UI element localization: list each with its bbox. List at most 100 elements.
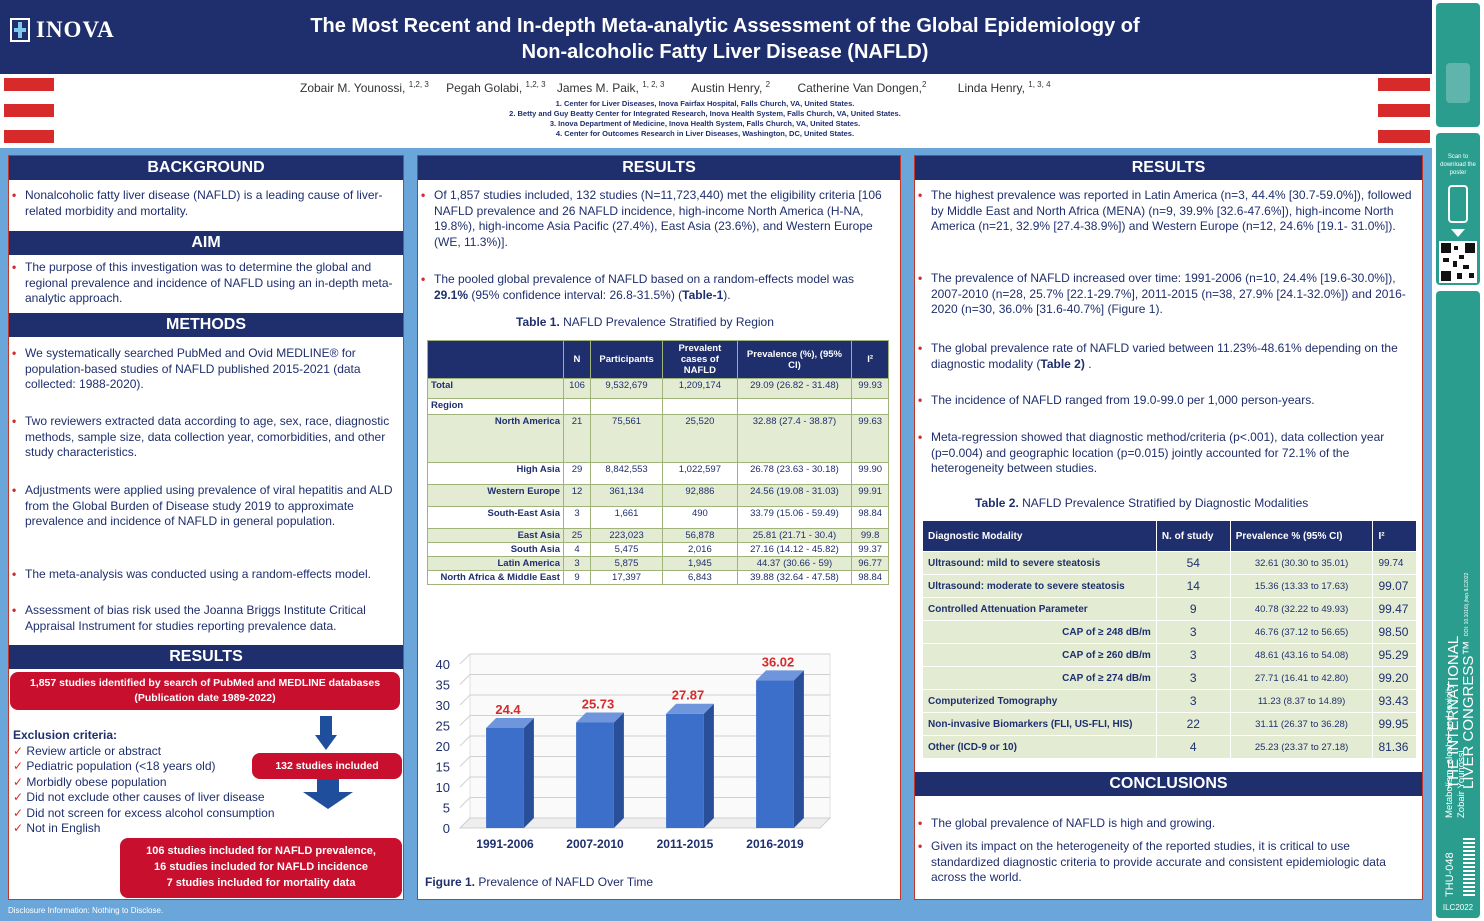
table-row: Other (ICD-9 or 10) 4 25.23 (23.37 to 27.1…: [922, 735, 1417, 759]
y-tick-label: 40: [436, 657, 450, 672]
check-icon: ✓: [13, 759, 24, 773]
bar: [666, 713, 704, 828]
gridline: [459, 674, 471, 685]
results-heading-middle: RESULTS: [418, 156, 900, 180]
table-row: South-East Asia 3 1,661 490 33.79 (15.06…: [427, 506, 889, 529]
table1-caption: Table 1. NAFLD Prevalence Stratified by …: [516, 315, 774, 329]
scan-text: Scan to download the poster: [1440, 154, 1476, 176]
aim-heading: AIM: [9, 231, 403, 255]
gridline: [459, 694, 471, 706]
check-icon: ✓: [13, 821, 24, 835]
x-category-label: 2016-2019: [746, 837, 804, 851]
porter-logo: [1446, 63, 1470, 103]
table-row: Ultrasound: moderate to severe steatosis…: [922, 574, 1417, 598]
conclusions-heading: CONCLUSIONS: [915, 772, 1422, 796]
results-heading-right: RESULTS: [915, 156, 1422, 180]
exclusion-item: ✓ Morbidly obese population: [13, 774, 167, 789]
background-heading: BACKGROUND: [9, 156, 403, 180]
table-row: Ultrasound: mild to severe steatosis 54 32…: [922, 551, 1417, 575]
bar-top: [486, 717, 534, 728]
inova-logo: INOVA: [10, 17, 115, 43]
search-box: 1,857 studies identified by search of Pu…: [10, 672, 400, 710]
exclusion-item: ✓ Did not exclude other causes of liver …: [13, 790, 265, 804]
down-arrow-icon: [1451, 229, 1465, 237]
qr-panel: Scan to download the poster: [1436, 133, 1480, 285]
affiliation: 4. Center for Outcomes Research in Liver…: [555, 129, 855, 138]
table-row: Region: [427, 398, 889, 415]
table-row: Latin America 3 5,875 1,945 44.37 (30.66…: [427, 556, 889, 571]
table-row: High Asia 29 8,842,553 1,022,597 26.78 (…: [427, 462, 889, 485]
red-stripe: [4, 78, 54, 91]
y-tick-label: 5: [443, 801, 450, 816]
author: Catherine Van Dongen,2: [797, 80, 927, 95]
gridline: [459, 776, 471, 788]
bar-value-label: 24.4: [495, 702, 521, 717]
results-bullet: The prevalence of NAFLD increased over t…: [918, 271, 1419, 318]
table-row: CAP of ≥ 248 dB/m 3 46.76 (37.12 to 56.65)…: [922, 620, 1417, 644]
author: Zobair M. Younossi, 1,2, 3: [300, 80, 429, 95]
red-stripe: [4, 130, 54, 143]
barcode: [1463, 836, 1475, 896]
bar: [576, 722, 614, 828]
qr-code: [1439, 241, 1477, 283]
bar: [756, 680, 794, 828]
phone-icon: [1448, 185, 1468, 223]
bar-value-label: 25.73: [582, 697, 615, 712]
title-line-2: Non-alcoholic Fatty Liver Disease (NAFLD…: [521, 41, 929, 63]
logo-text: INOVA: [36, 17, 115, 42]
results-heading-left: RESULTS: [9, 645, 403, 669]
doi-text: DOI: 10.1016/j.jhep.ILC2022: [1464, 572, 1470, 636]
check-icon: ✓: [13, 743, 24, 758]
bar-side: [703, 703, 714, 828]
porter-logo-panel: [1436, 3, 1480, 127]
author: Austin Henry, 2: [691, 80, 771, 95]
affiliation: 3. Inova Department of Medicine, Inova H…: [549, 119, 861, 128]
table-row: Non-invasive Biomarkers (FLI, US-FLI, HI…: [922, 712, 1417, 736]
y-tick-label: 10: [436, 780, 450, 795]
table-row: South Asia 4 5,475 2,016 27.16 (14.12 - …: [427, 542, 889, 557]
bar-top: [666, 703, 714, 714]
methods-heading: METHODS: [9, 313, 403, 337]
conclusion-bullet: Given its impact on the heterogeneity of…: [918, 839, 1419, 886]
table-1: N Participants Prevalent cases of NAFLD …: [427, 340, 889, 585]
methods-bullet: Adjustments were applied using prevalenc…: [12, 483, 397, 530]
bar-value-label: 36.02: [762, 654, 795, 669]
exclusion-item: ✓ Review article or abstract: [13, 743, 162, 758]
methods-bullet: Assessment of bias risk used the Joanna …: [12, 603, 397, 634]
x-category-label: 2007-2010: [566, 837, 624, 851]
x-category-label: 2011-2015: [657, 837, 714, 851]
x-category-label: 1991-2006: [476, 837, 534, 851]
bar-side: [793, 670, 804, 828]
red-stripe: [1378, 130, 1430, 143]
methods-bullet: We systematically searched PubMed and Ov…: [12, 346, 397, 393]
inova-cross-icon: [10, 18, 30, 42]
y-tick-label: 0: [443, 821, 450, 836]
table-row: North America 21 75,561 25,520 32.88 (27…: [427, 414, 889, 463]
gridline: [459, 653, 471, 665]
figure1-caption: Figure 1. Prevalence of NAFLD Over Time: [425, 875, 654, 889]
bar-side: [613, 712, 624, 828]
down-arrow-icon: [315, 716, 337, 750]
gridline: [459, 756, 471, 767]
bar-value-label: 27.87: [672, 688, 705, 703]
red-stripe: [4, 104, 54, 117]
red-stripe: [1378, 78, 1430, 91]
gridline: [459, 817, 471, 829]
gridline: [459, 797, 471, 808]
track-info: Metabolism, alcohol and toxicity Zobair …: [1444, 683, 1467, 818]
aim-bullet: The purpose of this investigation was to…: [12, 260, 397, 307]
down-arrow-icon: [303, 779, 353, 809]
exclusion-criteria: Exclusion criteria: ✓ Review article or …: [13, 728, 275, 837]
results-bullet: Of 1,857 studies included, 132 studies (…: [421, 188, 889, 250]
methods-bullet: Two reviewers extracted data according t…: [12, 414, 397, 461]
methods-bullet: The meta-analysis was conducted using a …: [12, 567, 397, 583]
poster-header: INOVA The Most Recent and In-depth Meta-…: [0, 0, 1432, 74]
red-stripe: [1378, 104, 1430, 117]
gridline: [459, 715, 471, 726]
results-bullet: The highest prevalence was reported in L…: [918, 188, 1419, 235]
exclusion-heading: Exclusion criteria:: [13, 728, 118, 742]
author-list: Zobair M. Younossi, 1,2, 3 Pegah Golabi,…: [300, 80, 1130, 95]
exclusion-item: ✓ Not in English: [13, 821, 101, 835]
results-bullet: The global prevalence rate of NAFLD vari…: [918, 341, 1419, 372]
affiliation: 1. Center for Liver Diseases, Inova Fair…: [555, 99, 855, 108]
